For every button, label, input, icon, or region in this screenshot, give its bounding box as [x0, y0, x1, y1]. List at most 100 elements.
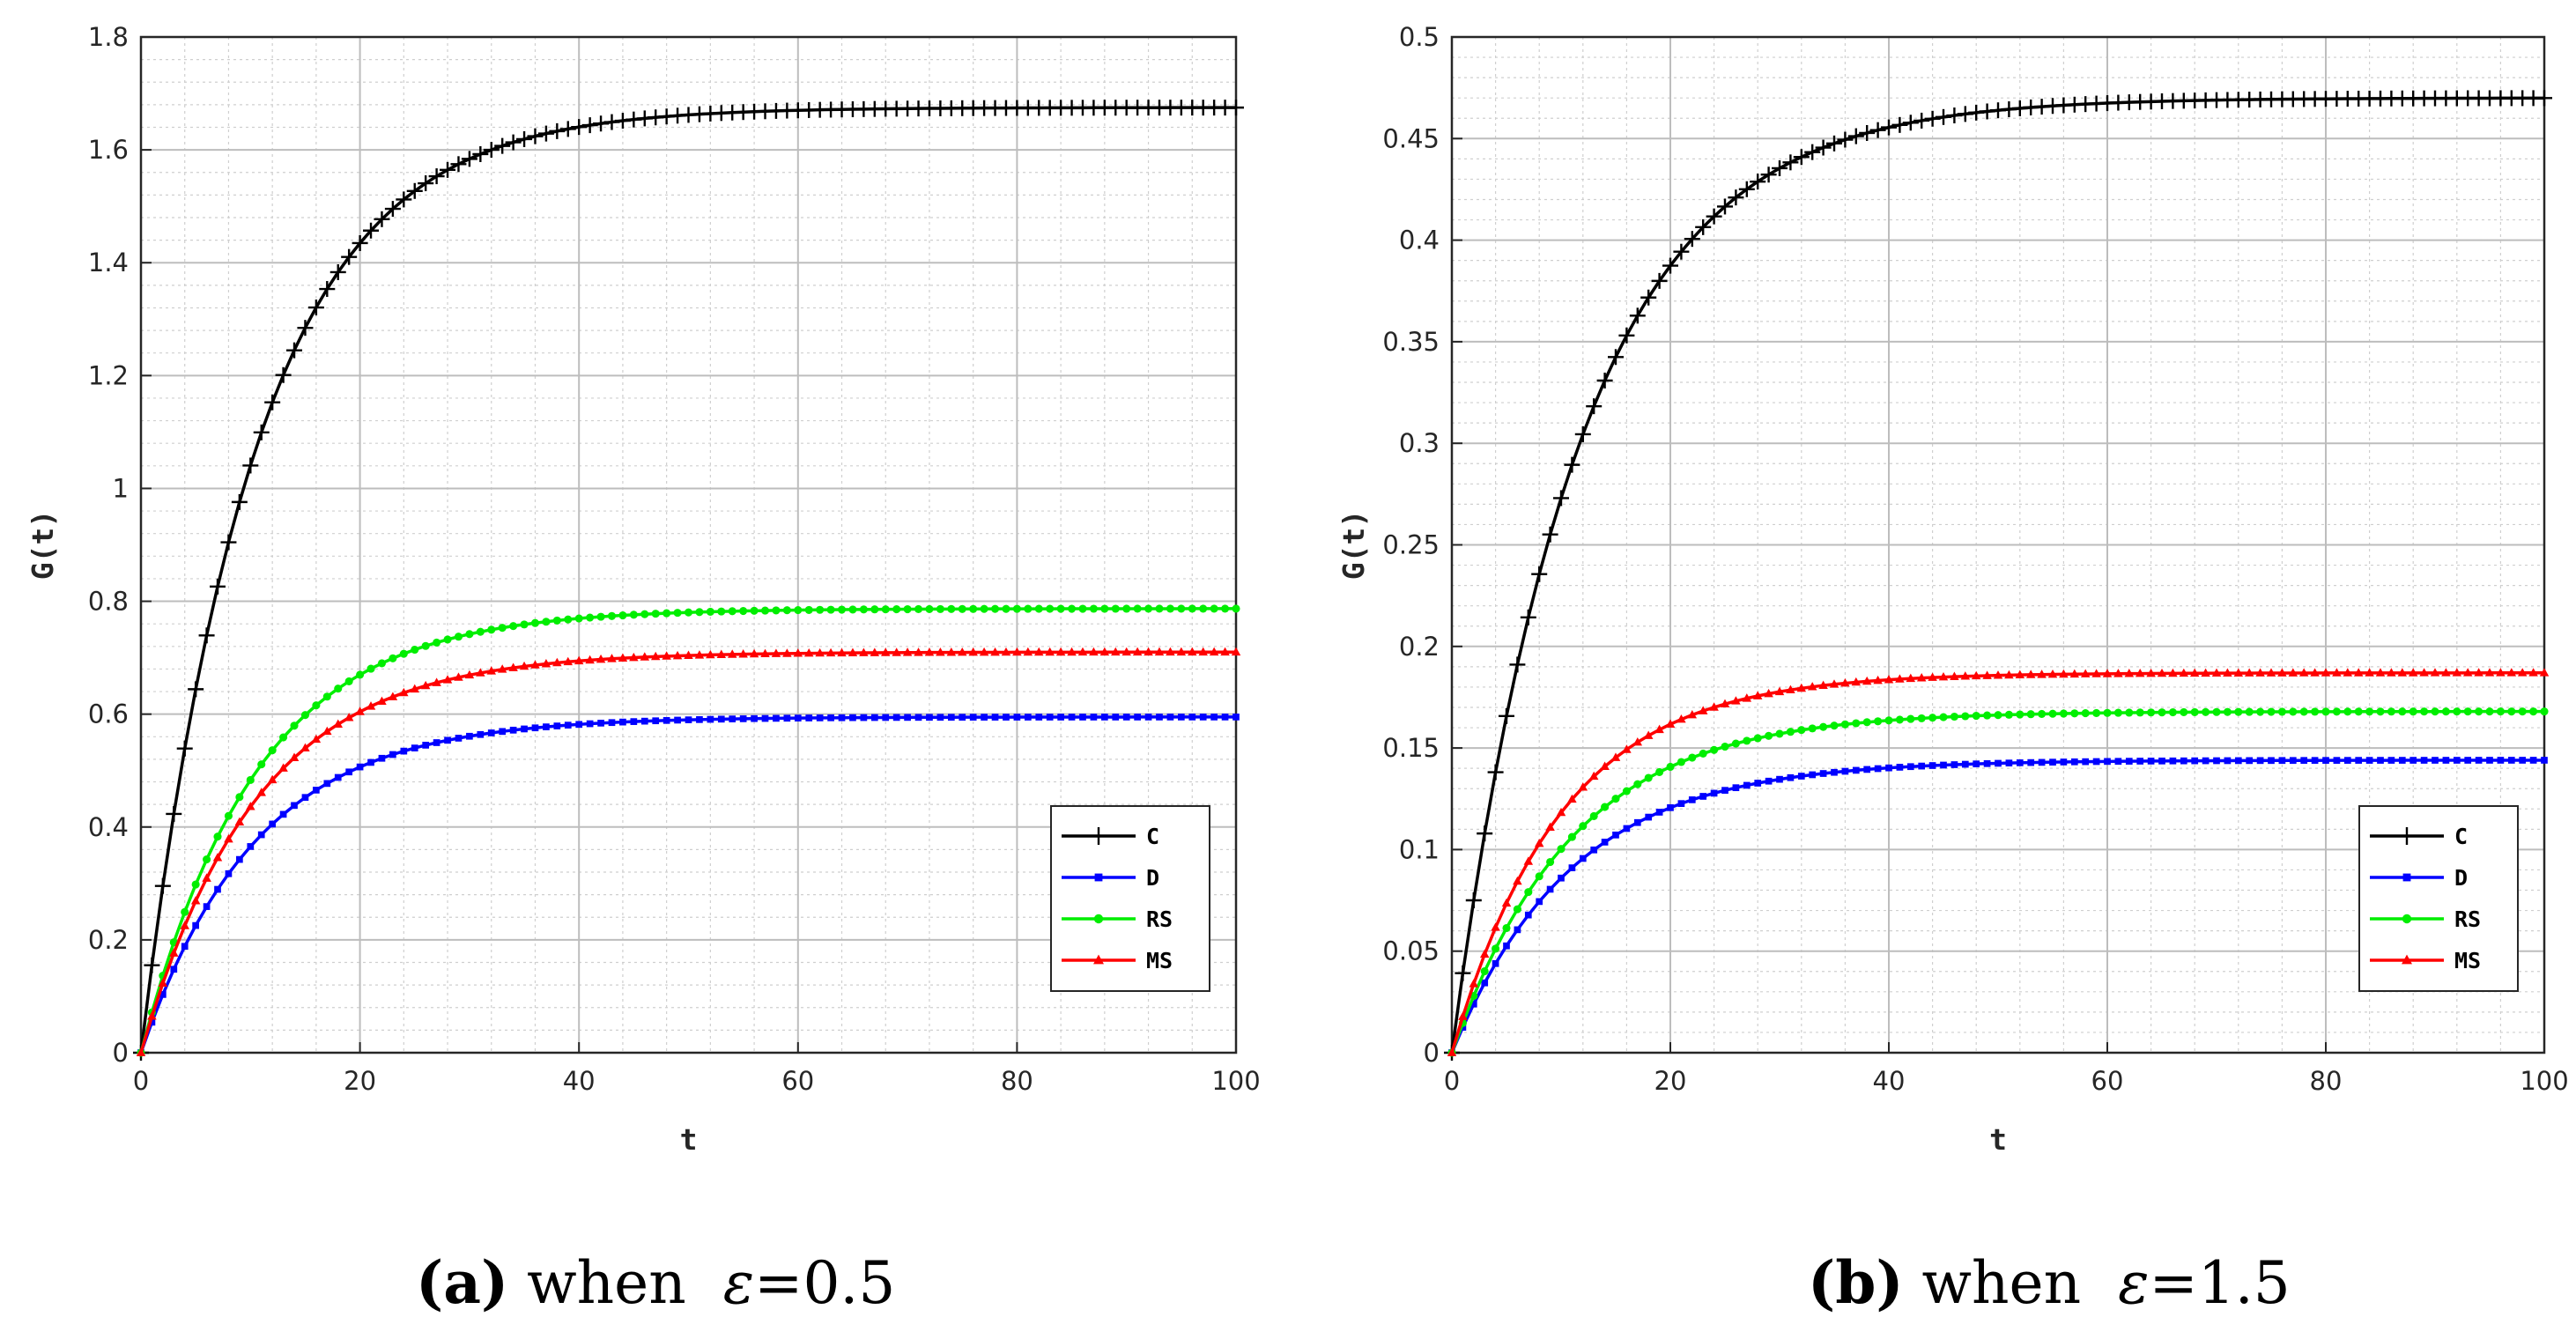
series-point-RS	[2398, 707, 2407, 716]
series-point-MS	[782, 648, 792, 657]
series-point-D	[816, 714, 824, 721]
series-point-MS	[1600, 761, 1610, 770]
series-point-D	[2519, 757, 2527, 764]
series-point-RS	[782, 606, 791, 615]
series-point-MS	[2080, 669, 2091, 677]
series-point-C	[1673, 243, 1690, 260]
series-point-C	[264, 394, 281, 411]
series-point-MS	[2277, 668, 2287, 677]
series-point-D	[543, 723, 550, 730]
series-point-D	[630, 718, 638, 725]
series-point-D	[279, 810, 287, 818]
series-point-MS	[278, 763, 288, 772]
series-point-RS	[377, 659, 387, 668]
legend-entry-RS: RS	[1062, 906, 1173, 932]
series-point-RS	[2475, 707, 2483, 716]
series-point-RS	[542, 618, 551, 626]
series-point-RS	[2365, 707, 2374, 716]
series-point-MS	[2244, 668, 2254, 677]
series-point-RS	[2081, 709, 2090, 718]
series-point-RS	[980, 604, 988, 613]
series-point-MS	[563, 656, 574, 666]
series-point-RS	[2267, 707, 2276, 716]
series-point-RS	[224, 811, 233, 820]
series-point-D	[685, 716, 692, 723]
series-point-MS	[2233, 668, 2244, 677]
legend-entry-D: D	[2370, 865, 2468, 891]
x-axis-label: t	[1989, 1122, 2007, 1157]
series-point-MS	[924, 647, 935, 656]
series-point-MS	[2332, 668, 2342, 677]
series-point-MS	[749, 648, 759, 658]
series-point-MS	[2496, 668, 2506, 677]
y-tick-label: 1	[113, 473, 129, 503]
series-point-D	[2082, 758, 2090, 766]
series-C-a	[133, 100, 1244, 1061]
series-point-C	[1826, 135, 1842, 152]
series-point-D	[477, 730, 485, 738]
series-point-D	[2300, 757, 2308, 765]
series-point-D	[334, 773, 342, 781]
series-point-RS	[2004, 710, 2013, 719]
series-point-RS	[268, 746, 277, 755]
series-point-MS	[1209, 647, 1219, 656]
series-point-MS	[684, 650, 693, 659]
series-point-D	[860, 714, 868, 721]
series-point-RS	[2168, 708, 2177, 717]
series-point-MS	[1154, 647, 1165, 656]
series-point-MS	[410, 684, 419, 693]
series-point-RS	[1743, 736, 1751, 745]
series-point-RS	[1983, 711, 1992, 720]
series-point-RS	[322, 692, 331, 701]
series-point-RS	[1862, 718, 1871, 727]
series-point-D	[1100, 714, 1108, 721]
series-point-RS	[421, 641, 430, 650]
series-point-RS	[1797, 726, 1806, 735]
series-point-D	[1688, 796, 1696, 803]
series-point-RS	[1546, 857, 1555, 867]
series-point-D	[2049, 758, 2056, 766]
series-point-D	[2365, 757, 2373, 764]
series-point-MS	[2321, 668, 2331, 677]
series-point-RS	[2026, 710, 2035, 719]
series-point-RS	[2463, 707, 2472, 716]
series-point-D	[411, 744, 418, 751]
series-point-D	[1623, 825, 1631, 832]
series-point-D	[2125, 758, 2133, 765]
series-point-RS	[1765, 731, 1773, 740]
chart-panel-b: 0 20 40 60 80 100 0 0.05 0.1 0.15 0.2 0.25 0.3 0.35 0.…	[1336, 22, 2569, 1157]
series-point-RS	[1557, 845, 1566, 854]
series-point-C	[210, 578, 226, 595]
series-point-C	[384, 201, 401, 218]
series-point-D	[640, 717, 648, 725]
series-MS-b	[1447, 668, 2550, 1056]
series-point-D	[433, 739, 440, 746]
series-point-RS	[640, 610, 649, 618]
series-point-MS	[2506, 668, 2517, 677]
series-point-MS	[1840, 677, 1850, 687]
series-point-MS	[1491, 922, 1500, 931]
x-tick-label: 20	[1654, 1066, 1687, 1096]
series-point-RS	[903, 604, 912, 614]
series-point-RS	[203, 855, 211, 864]
series-point-MS	[596, 654, 606, 663]
series-point-D	[181, 943, 189, 951]
series-point-MS	[2528, 668, 2538, 677]
series-point-MS	[1873, 675, 1883, 684]
series-point-RS	[1056, 604, 1065, 613]
series-point-D	[1841, 767, 1849, 775]
series-point-D	[487, 729, 495, 736]
series-point-D	[1995, 759, 2002, 767]
series-point-MS	[442, 675, 453, 684]
series-point-D	[892, 714, 900, 721]
series-point-D	[707, 715, 714, 723]
series-point-D	[313, 787, 320, 794]
series-D-a	[137, 714, 1240, 1056]
series-point-MS	[1545, 822, 1555, 831]
series-point-MS	[1045, 647, 1055, 656]
series-point-D	[225, 869, 233, 877]
series-point-RS	[2540, 707, 2549, 716]
series-point-RS	[1535, 872, 1543, 881]
series-point-MS	[1829, 679, 1839, 688]
series-point-RS	[2223, 707, 2232, 716]
